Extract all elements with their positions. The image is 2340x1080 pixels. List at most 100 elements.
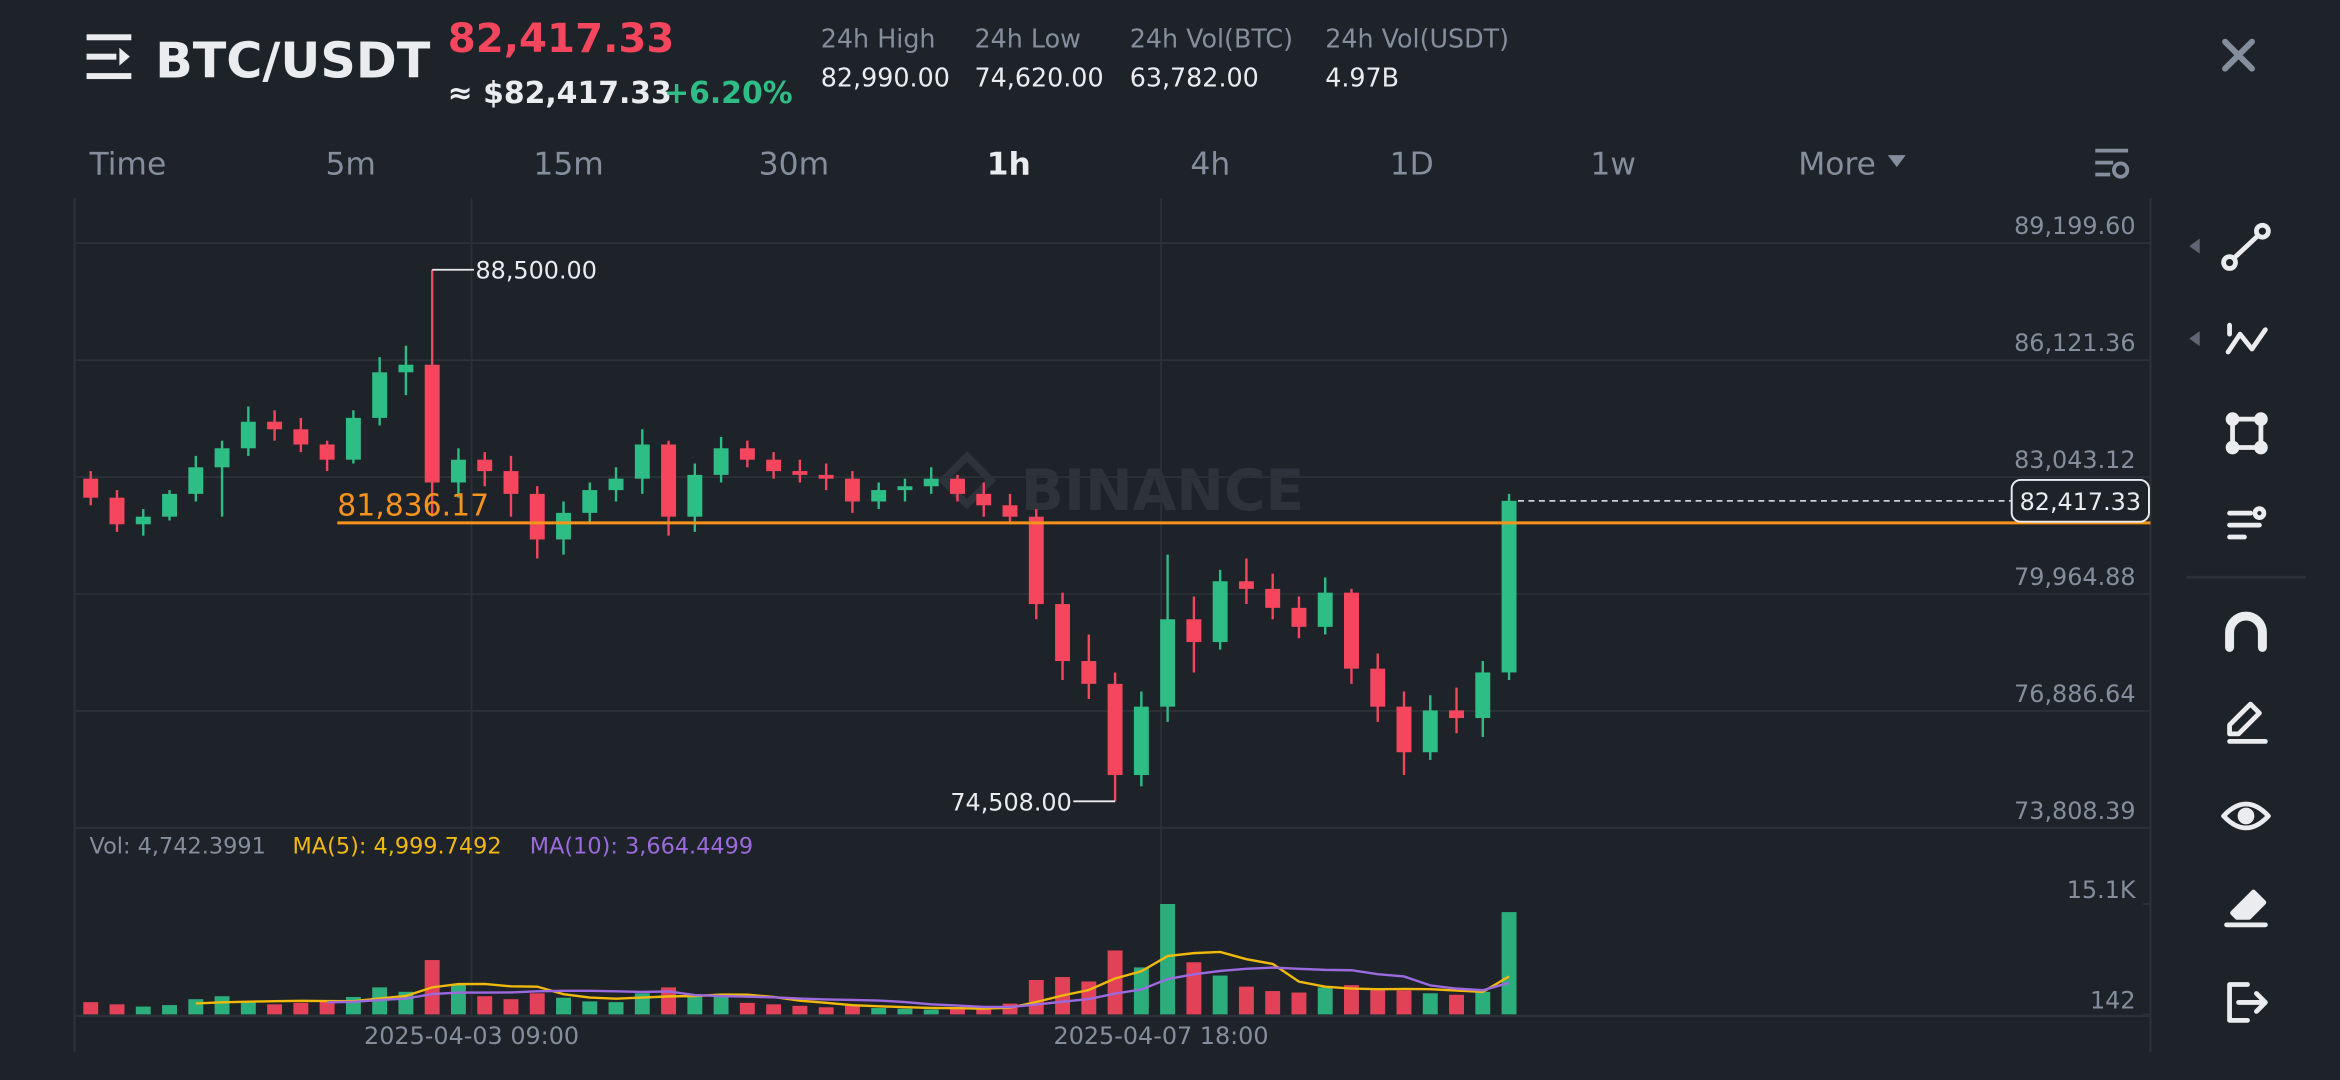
- icon-stroke: [2221, 254, 2238, 271]
- volume-bar: [1475, 991, 1491, 1015]
- candle-body: [1370, 668, 1386, 707]
- candle-body: [713, 448, 729, 475]
- icon-stroke: [2254, 412, 2268, 427]
- volume-bar: [582, 1001, 598, 1015]
- close-button[interactable]: [2222, 38, 2255, 72]
- stat: 24h Vol(USDT) 4.97B: [1325, 24, 1509, 93]
- moving-average-line: [327, 966, 1510, 1009]
- volume-bar: [293, 1002, 309, 1015]
- timeframe-tab[interactable]: 5m: [325, 147, 375, 183]
- candle-body: [477, 459, 493, 472]
- price-usd: ≈ $82,417.33: [448, 76, 672, 111]
- last-price-label: 82,417.33: [2020, 488, 2141, 516]
- expand-caret[interactable]: [2189, 238, 2200, 254]
- stat-label: 24h Vol(BTC): [1130, 24, 1293, 54]
- candle-body: [109, 497, 125, 525]
- timeframe-tab[interactable]: More: [1798, 147, 1876, 183]
- candle-body: [897, 486, 913, 491]
- volume-bar: [1002, 1003, 1018, 1015]
- timeframe-tab[interactable]: 4h: [1190, 147, 1230, 183]
- volume-bar: [950, 1008, 965, 1015]
- candle-body: [1133, 706, 1149, 776]
- volume-bar: [1107, 950, 1123, 1015]
- menu-icon[interactable]: [86, 34, 132, 80]
- exit-tool[interactable]: [2227, 982, 2268, 1023]
- volume-bar: [556, 997, 571, 1015]
- candle-body: [661, 444, 677, 517]
- icon-stroke: [2230, 889, 2267, 920]
- candle-body: [188, 467, 204, 494]
- candle-body: [1344, 592, 1359, 669]
- visibility-tool[interactable]: [2221, 801, 2271, 831]
- shape-tool[interactable]: [2225, 412, 2268, 455]
- icon-stroke: [2236, 991, 2268, 1014]
- y-tick-label: 73,808.39: [2014, 797, 2135, 825]
- expand-caret[interactable]: [2189, 331, 2200, 347]
- timeframe-tab[interactable]: Time: [89, 147, 167, 183]
- chart-settings-icon[interactable]: [2095, 148, 2130, 179]
- candle-body: [450, 459, 466, 483]
- candle-body: [1317, 592, 1333, 627]
- timeframe-tab[interactable]: 30m: [759, 147, 829, 183]
- y-tick-label: 79,964.88: [2014, 563, 2135, 591]
- volume-bar: [739, 1002, 755, 1015]
- volume-bar: [1422, 993, 1438, 1015]
- volume-bar: [503, 999, 519, 1015]
- volume-bar: [109, 1004, 125, 1015]
- volume-bar: [1238, 986, 1254, 1015]
- plot: 73,808.39 76,886.64 79,964.88 83,043.12 86,1…: [74, 198, 2151, 1050]
- icon-stroke: [2231, 233, 2261, 261]
- candle-body: [503, 471, 519, 494]
- candle-body: [871, 490, 887, 502]
- stat: 24h High 82,990.00: [821, 24, 950, 93]
- candle-body: [135, 516, 151, 525]
- volume-bar: [608, 1002, 624, 1015]
- icon-stroke: [2225, 611, 2267, 652]
- y-tick-label: 83,043.12: [2014, 446, 2135, 474]
- pen-tool[interactable]: [2227, 701, 2268, 744]
- timeframe-tab[interactable]: 15m: [533, 147, 603, 183]
- more-caret[interactable]: [1887, 155, 1906, 168]
- icon-stroke: [2225, 412, 2240, 427]
- candle-body: [345, 417, 361, 460]
- low-label: 74,508.00: [950, 788, 1071, 816]
- timeframe-tab[interactable]: 1w: [1590, 147, 1636, 183]
- stat-value: 63,782.00: [1130, 63, 1259, 93]
- volume-bar: [162, 1005, 177, 1015]
- volume-bar: [240, 1001, 256, 1015]
- fib-tool[interactable]: [2225, 322, 2268, 355]
- candle-body: [923, 478, 939, 487]
- candle-body: [1002, 505, 1018, 517]
- stat: 24h Vol(BTC) 63,782.00: [1130, 24, 1293, 93]
- candle-body: [1449, 710, 1464, 719]
- volume-bar: [897, 1008, 913, 1015]
- stat-value: 82,990.00: [821, 63, 950, 93]
- candle-body: [1081, 661, 1097, 684]
- candle-body: [1475, 672, 1491, 719]
- candle-body: [739, 448, 755, 460]
- stat-label: 24h Vol(USDT): [1325, 24, 1509, 54]
- stat: 24h Low 74,620.00: [975, 24, 1104, 93]
- price-change: +6.20%: [664, 76, 793, 111]
- icon-stroke: [2252, 506, 2267, 521]
- volume-bar: [214, 996, 230, 1015]
- icon-stroke: [2225, 440, 2240, 455]
- timeframe-tab[interactable]: 1h: [987, 147, 1031, 183]
- timeframe-tab[interactable]: 1D: [1390, 147, 1434, 183]
- candle-body: [162, 493, 177, 517]
- icon-stroke: [2227, 701, 2262, 737]
- volume-bar: [319, 1000, 335, 1015]
- watermark-text: BINANCE: [1021, 458, 1304, 524]
- pair[interactable]: BTC/USDT: [155, 32, 431, 90]
- volume-bar: [1160, 903, 1176, 1015]
- high-label: 88,500.00: [475, 257, 596, 285]
- volume-bar: [1028, 979, 1044, 1015]
- line-tool[interactable]: [2221, 222, 2271, 271]
- icon-stroke: [2254, 222, 2271, 240]
- eraser-tool[interactable]: [2224, 889, 2268, 928]
- candle-body: [766, 459, 782, 472]
- text-tool[interactable]: [2227, 506, 2267, 540]
- icon-stroke: [2112, 161, 2130, 179]
- candle-body: [687, 474, 703, 517]
- magnet-tool[interactable]: [2225, 611, 2267, 652]
